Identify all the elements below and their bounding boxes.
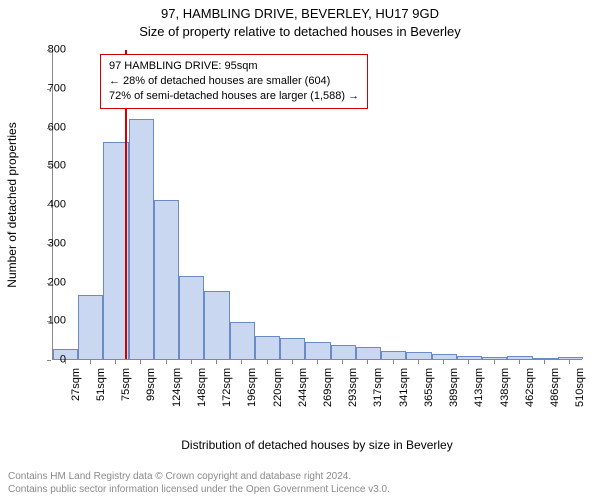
y-tick-mark xyxy=(47,244,51,245)
y-tick-label: 400 xyxy=(26,200,66,211)
x-tick-mark xyxy=(367,360,368,364)
histogram-bar xyxy=(381,351,406,359)
y-tick-label: 200 xyxy=(26,277,66,288)
y-tick-mark xyxy=(47,89,51,90)
x-tick-mark xyxy=(494,360,495,364)
y-tick-mark xyxy=(47,360,51,361)
histogram-bar xyxy=(204,291,229,359)
histogram-bar xyxy=(129,119,154,359)
histogram-bar xyxy=(406,352,431,359)
y-tick-label: 500 xyxy=(26,161,66,172)
chart-title-line1: 97, HAMBLING DRIVE, BEVERLEY, HU17 9GD xyxy=(0,6,600,21)
x-axis-label: Distribution of detached houses by size … xyxy=(52,438,582,452)
y-tick-label: 300 xyxy=(26,238,66,249)
footer-line1: Contains HM Land Registry data © Crown c… xyxy=(8,471,592,484)
x-tick-mark xyxy=(140,360,141,364)
chart-plot-area: 97 HAMBLING DRIVE: 95sqm← 28% of detache… xyxy=(52,50,582,360)
x-tick-label: 148sqm xyxy=(196,368,208,407)
histogram-bar xyxy=(558,357,583,359)
histogram-bar xyxy=(179,276,204,359)
y-tick-label: 600 xyxy=(26,122,66,133)
histogram-bar xyxy=(507,356,532,359)
histogram-bar xyxy=(432,354,457,359)
histogram-bar xyxy=(305,342,330,359)
histogram-bar xyxy=(255,336,280,359)
x-tick-label: 172sqm xyxy=(221,368,233,407)
x-tick-mark xyxy=(216,360,217,364)
x-tick-label: 269sqm xyxy=(322,368,334,407)
y-axis-label: Number of detached properties xyxy=(5,122,19,287)
x-tick-label: 244sqm xyxy=(297,368,309,407)
x-tick-mark xyxy=(569,360,570,364)
footer-line2: Contains public sector information licen… xyxy=(8,484,592,497)
y-tick-label: 800 xyxy=(26,45,66,56)
x-tick-label: 51sqm xyxy=(95,368,107,401)
x-tick-label: 413sqm xyxy=(473,368,485,407)
chart-plot-wrap: 97 HAMBLING DRIVE: 95sqm← 28% of detache… xyxy=(52,50,582,420)
y-tick-label: 700 xyxy=(26,83,66,94)
x-tick-mark xyxy=(519,360,520,364)
x-tick-mark xyxy=(292,360,293,364)
x-tick-label: 462sqm xyxy=(524,368,536,407)
x-tick-mark xyxy=(166,360,167,364)
x-tick-mark xyxy=(115,360,116,364)
x-tick-label: 389sqm xyxy=(448,368,460,407)
histogram-bar xyxy=(482,357,507,359)
y-tick-mark xyxy=(47,205,51,206)
annotation-box: 97 HAMBLING DRIVE: 95sqm← 28% of detache… xyxy=(100,54,368,109)
x-tick-label: 124sqm xyxy=(171,368,183,407)
x-tick-label: 317sqm xyxy=(372,368,384,407)
x-tick-mark xyxy=(317,360,318,364)
x-tick-mark xyxy=(418,360,419,364)
x-tick-mark xyxy=(90,360,91,364)
histogram-bar xyxy=(78,295,103,359)
annotation-line1: 97 HAMBLING DRIVE: 95sqm xyxy=(109,59,359,74)
x-tick-mark xyxy=(468,360,469,364)
y-tick-mark xyxy=(47,166,51,167)
x-tick-mark xyxy=(393,360,394,364)
histogram-bar xyxy=(154,200,179,359)
histogram-bar xyxy=(331,345,356,359)
x-tick-mark xyxy=(241,360,242,364)
x-tick-label: 99sqm xyxy=(145,368,157,401)
x-tick-mark xyxy=(65,360,66,364)
histogram-bar xyxy=(230,322,255,359)
chart-title-line2: Size of property relative to detached ho… xyxy=(0,24,600,39)
x-tick-mark xyxy=(267,360,268,364)
histogram-bar xyxy=(280,338,305,359)
histogram-bar xyxy=(457,356,482,359)
y-tick-mark xyxy=(47,283,51,284)
x-tick-mark xyxy=(544,360,545,364)
annotation-line2: ← 28% of detached houses are smaller (60… xyxy=(109,74,359,89)
x-tick-label: 27sqm xyxy=(70,368,82,401)
annotation-line3: 72% of semi-detached houses are larger (… xyxy=(109,89,359,104)
histogram-bar xyxy=(356,347,381,359)
x-tick-label: 75sqm xyxy=(120,368,132,401)
x-tick-label: 196sqm xyxy=(246,368,258,407)
x-tick-mark xyxy=(443,360,444,364)
chart-footer: Contains HM Land Registry data © Crown c… xyxy=(8,471,592,496)
x-tick-label: 438sqm xyxy=(499,368,511,407)
y-tick-mark xyxy=(47,321,51,322)
y-tick-mark xyxy=(47,128,51,129)
x-tick-label: 365sqm xyxy=(423,368,435,407)
y-tick-mark xyxy=(47,50,51,51)
x-tick-mark xyxy=(342,360,343,364)
x-tick-label: 341sqm xyxy=(398,368,410,407)
histogram-bar xyxy=(533,358,558,359)
x-tick-label: 293sqm xyxy=(347,368,359,407)
x-tick-label: 510sqm xyxy=(574,368,586,407)
x-tick-mark xyxy=(191,360,192,364)
x-tick-label: 486sqm xyxy=(549,368,561,407)
x-tick-label: 220sqm xyxy=(272,368,284,407)
y-tick-label: 100 xyxy=(26,316,66,327)
y-tick-label: 0 xyxy=(26,355,66,366)
